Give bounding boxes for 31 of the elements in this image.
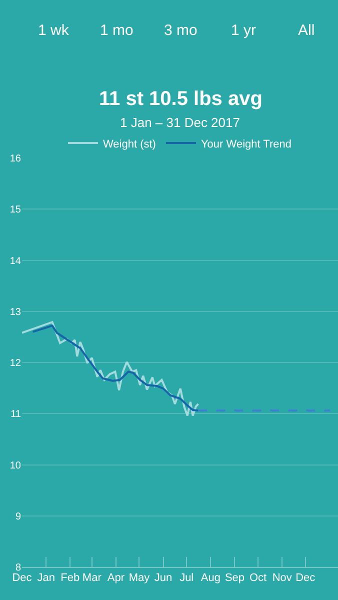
x-tick-label: Aug xyxy=(200,572,220,584)
x-tick-label: Jul xyxy=(180,572,194,584)
chart-title: 11 st 10.5 lbs avg xyxy=(99,88,262,110)
x-tick-label: Dec xyxy=(296,572,316,584)
x-tick-label: Apr xyxy=(107,572,125,584)
text: 3 mo xyxy=(164,22,198,39)
legend-label: Your Weight Trend xyxy=(200,138,292,150)
text: 1 mo xyxy=(100,22,134,39)
x-tick-label: Jun xyxy=(154,572,172,584)
y-tick-label: 12 xyxy=(10,358,22,369)
y-tick-label: 11 xyxy=(10,409,22,420)
text: 1 yr xyxy=(231,22,256,39)
x-tick-label: Oct xyxy=(249,572,267,584)
x-tick-label: Jan xyxy=(37,572,55,584)
y-tick-label: 13 xyxy=(10,306,22,318)
y-tick-label: 10 xyxy=(10,460,22,472)
y-tick-label: 9 xyxy=(15,511,22,522)
y-tick-label: 16 xyxy=(10,154,22,164)
chart-subtitle: 1 Jan – 31 Dec 2017 xyxy=(120,115,240,130)
legend-label: Weight (st) xyxy=(103,138,156,150)
y-tick-label: 8 xyxy=(15,562,22,574)
text: 1 wk xyxy=(38,22,70,39)
x-tick-label: Dec xyxy=(12,572,32,584)
x-tick-label: Sep xyxy=(224,572,245,584)
x-tick-label: Mar xyxy=(82,572,102,584)
x-tick-label: May xyxy=(128,572,150,584)
x-tick-label: Nov xyxy=(272,572,292,584)
text: All xyxy=(298,22,315,39)
y-tick-label: 15 xyxy=(10,204,22,216)
x-tick-label: Feb xyxy=(60,572,80,584)
y-tick-label: 14 xyxy=(10,256,22,267)
